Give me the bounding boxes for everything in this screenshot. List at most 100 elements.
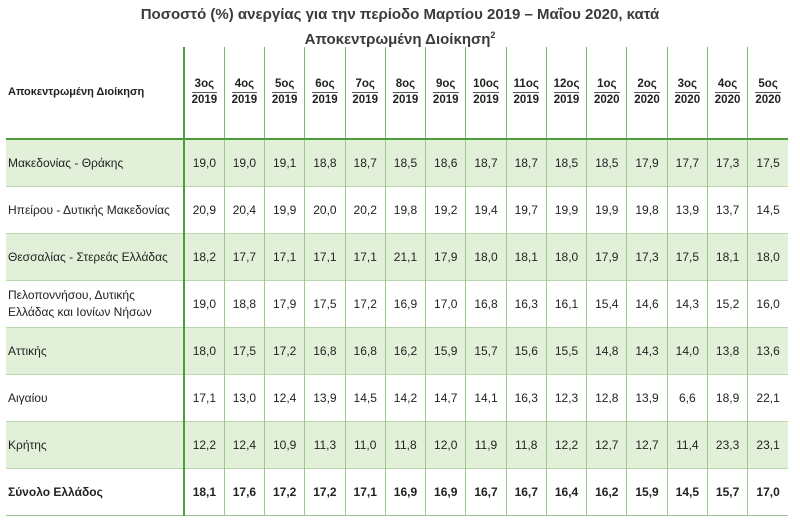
- table-cell: 17,9: [586, 233, 627, 281]
- table-cell: 18,5: [384, 138, 426, 187]
- table-cell: 22,1: [747, 374, 788, 422]
- period-year: 2020: [755, 94, 781, 106]
- table-cell: 23,1: [747, 421, 788, 469]
- table-cell: 18,6: [425, 138, 466, 187]
- table-cell: 18,0: [465, 233, 507, 281]
- period-label: 8ος: [392, 77, 419, 93]
- period-year: 2020: [674, 94, 701, 106]
- table-cell: 17,0: [425, 280, 466, 328]
- table-cell: 17,1: [182, 374, 225, 422]
- table-row: Θεσσαλίας - Στερεάς Ελλάδας 18,2 17,7 17,1 1…: [6, 233, 788, 281]
- table-cell: 11,0: [344, 421, 386, 469]
- table-cell: 19,9: [586, 186, 627, 234]
- row-label: Αττικής: [6, 327, 184, 375]
- period-year: 2019: [392, 94, 419, 106]
- table-cell: 17,9: [425, 233, 466, 281]
- column-header-period: 6ος 2019: [304, 47, 346, 139]
- column-header-period: 3ος 2019: [182, 47, 225, 139]
- period-year: 2019: [352, 94, 378, 106]
- table-cell: 17,2: [304, 468, 346, 516]
- table-cell: 19,7: [505, 186, 547, 234]
- table-row: Κρήτης 12,2 12,4 10,9 11,3 11,0 11,8 12,0 11,9 11…: [6, 421, 788, 469]
- period-label: 2ος: [634, 77, 660, 93]
- table-cell: 19,0: [223, 138, 265, 187]
- table-cell: 20,4: [223, 186, 265, 234]
- table-cell: 17,2: [264, 468, 305, 516]
- row-label: Κρήτης: [6, 421, 184, 469]
- table-cell: 16,8: [304, 327, 346, 375]
- table-cell: 14,3: [666, 280, 708, 328]
- table-cell: 13,9: [304, 374, 346, 422]
- period-label: 7ος: [352, 77, 378, 93]
- table-cell: 12,7: [586, 421, 627, 469]
- period-year: 2019: [553, 94, 580, 106]
- period-label: 6ος: [312, 77, 338, 93]
- table-cell: 17,7: [666, 138, 708, 187]
- title-line-1: Ποσοστό (%) ανεργίας για την περίοδο Μαρ…: [140, 6, 660, 23]
- table-cell: 17,5: [304, 280, 346, 328]
- table-cell: 14,6: [626, 280, 668, 328]
- table-cell: 13,9: [626, 374, 668, 422]
- table-cell: 17,9: [264, 280, 305, 328]
- table-cell: 17,2: [264, 327, 305, 375]
- column-header-period: 10ος 2019: [465, 47, 507, 139]
- column-header-region: Αποκεντρωμένη Διοίκηση: [8, 86, 145, 98]
- table-cell: 14,8: [586, 327, 627, 375]
- table-cell: 19,0: [182, 280, 225, 328]
- table-cell: 14,5: [344, 374, 386, 422]
- table-cell: 14,3: [626, 327, 668, 375]
- table-cell: 18,7: [505, 138, 547, 187]
- table-cell: 14,0: [666, 327, 708, 375]
- row-label: Αιγαίου: [6, 374, 184, 422]
- period-year: 2019: [231, 94, 258, 106]
- table-row: Αττικής 18,0 17,5 17,2 16,8 16,8 16,2 15,9 15,7 1…: [6, 327, 788, 375]
- column-header-period: 4ος 2019: [223, 47, 265, 139]
- table-cell: 16,7: [505, 468, 547, 516]
- period-year: 2019: [271, 94, 298, 106]
- table-cell: 13,0: [223, 374, 265, 422]
- table-cell: 15,7: [465, 327, 507, 375]
- column-header-period: 7ος 2019: [344, 47, 386, 139]
- table-cell: 17,6: [223, 468, 265, 516]
- row-label: Θεσσαλίας - Στερεάς Ελλάδας: [6, 233, 184, 281]
- table-cell: 18,8: [223, 280, 265, 328]
- table-cell: 12,4: [223, 421, 265, 469]
- table-cell: 20,0: [304, 186, 346, 234]
- table-cell: 17,3: [706, 138, 748, 187]
- column-header-period: 4ος 2020: [706, 47, 748, 139]
- period-year: 2020: [634, 94, 660, 106]
- table-cell: 18,8: [304, 138, 346, 187]
- table-cell: 6,6: [666, 374, 708, 422]
- table-cell: 14,2: [384, 374, 426, 422]
- table-cell: 19,8: [384, 186, 426, 234]
- table-cell: 18,7: [344, 138, 386, 187]
- row-label: Πελοποννήσου, Δυτικής Ελλάδας και Ιονίων…: [6, 280, 184, 328]
- period-label: 4ος: [714, 77, 741, 93]
- table-cell: 15,9: [626, 468, 668, 516]
- column-header-period: 2ος 2020: [626, 47, 668, 139]
- total-row: Σύνολο Ελλάδος 18,1 17,6 17,2 17,2 17,1 16,9 16…: [6, 468, 788, 516]
- table-cell: 18,2: [182, 233, 225, 281]
- period-label: 9ος: [432, 77, 459, 93]
- table-cell: 13,8: [706, 327, 748, 375]
- table-row: Αιγαίου 17,1 13,0 12,4 13,9 14,5 14,2 14,7 14,1 1…: [6, 374, 788, 422]
- table-cell: 12,4: [264, 374, 305, 422]
- table-cell: 20,2: [344, 186, 386, 234]
- table-cell: 18,7: [465, 138, 507, 187]
- table-cell: 15,5: [545, 327, 587, 375]
- table-cell: 18,0: [747, 233, 788, 281]
- table-cell: 19,1: [264, 138, 305, 187]
- table-cell: 18,1: [706, 233, 748, 281]
- table-cell: 12,0: [425, 421, 466, 469]
- period-label: 1ος: [593, 77, 620, 93]
- period-label: 11ος: [513, 77, 540, 93]
- table-cell: 11,3: [304, 421, 346, 469]
- table-cell: 18,0: [182, 327, 225, 375]
- table-cell: 17,1: [344, 468, 386, 516]
- table-cell: 16,0: [747, 280, 788, 328]
- table-cell: 16,2: [384, 327, 426, 375]
- table-cell: 19,0: [182, 138, 225, 187]
- column-header-period: 8ος 2019: [384, 47, 426, 139]
- unemployment-table: Αποκεντρωμένη Διοίκηση 3ος 2019 4ος 2019 5ος 2…: [6, 47, 788, 516]
- period-year: 2019: [432, 94, 459, 106]
